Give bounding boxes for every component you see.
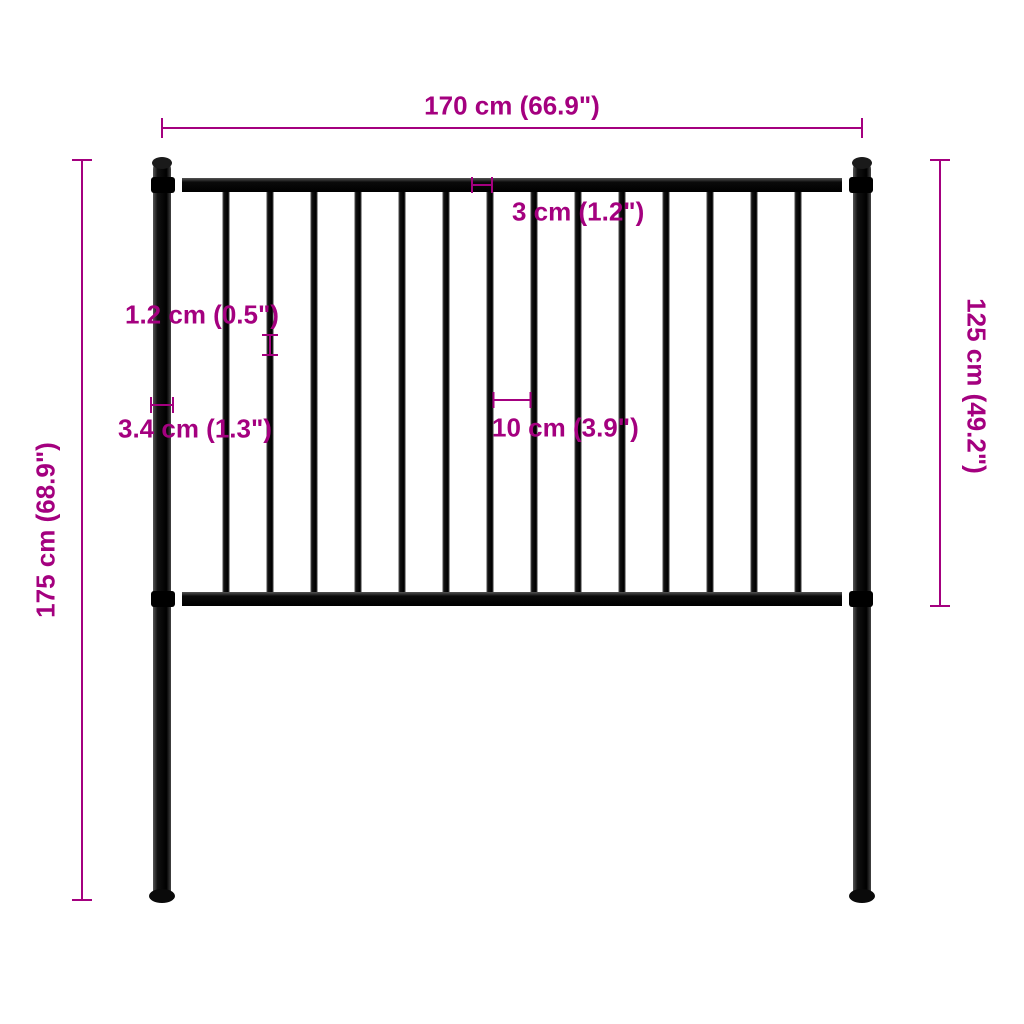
dim-panel-height-label: 125 cm (49.2") xyxy=(961,298,992,474)
dim-post-thick-label: 3.4 cm (1.3") xyxy=(118,414,272,445)
dim-rail-thick-label: 3 cm (1.2") xyxy=(512,197,644,228)
dim-picket-thick-label: 1.2 cm (0.5") xyxy=(125,300,279,331)
dim-full-height-label: 175 cm (68.9") xyxy=(31,442,62,618)
diagram-stage: 170 cm (66.9") 125 cm (49.2") 175 cm (68.9… xyxy=(0,0,1024,1024)
dim-picket-gap-label: 10 cm (3.9") xyxy=(492,413,639,444)
diagram-svg xyxy=(0,0,1024,1024)
dim-width-label: 170 cm (66.9") xyxy=(424,91,600,122)
